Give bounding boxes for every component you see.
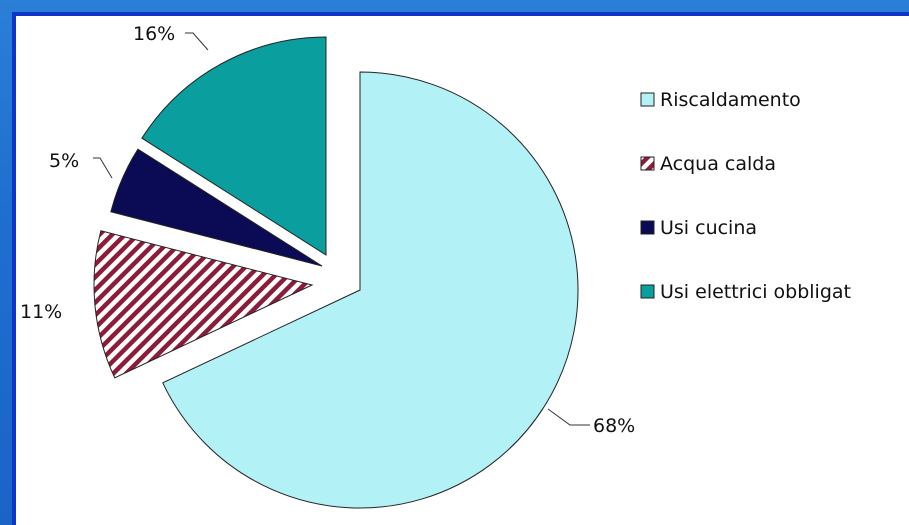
percent-label: 16% [133, 23, 175, 45]
leader-line [185, 32, 209, 51]
percent-label: 11% [20, 301, 62, 323]
legend-swatch [640, 156, 655, 171]
legend: Riscaldamento Acqua calda Usi cucina Usi el… [640, 89, 851, 303]
leader-line [93, 157, 113, 179]
legend-label: Riscaldamento [660, 89, 801, 111]
percent-labels: 68% 11% 5% 16% [20, 23, 635, 437]
pie-slices [93, 36, 579, 509]
pie-slice-acqua-calda [93, 230, 314, 379]
pie-slice-riscaldamento [162, 71, 579, 509]
legend-label: Usi cucina [660, 217, 757, 239]
legend-label: Usi elettrici obbligat [660, 281, 851, 303]
pie-slice-usi-elettrici-obbligat [141, 36, 327, 256]
leader-lines [93, 32, 590, 426]
percent-label: 68% [593, 415, 635, 437]
pie-slice-usi-cucina [110, 148, 323, 267]
legend-swatch [640, 92, 655, 107]
legend-swatch [640, 220, 655, 235]
legend-swatch [640, 284, 655, 299]
leader-line [547, 408, 590, 426]
legend-label: Acqua calda [660, 153, 776, 175]
percent-label: 5% [49, 150, 79, 172]
